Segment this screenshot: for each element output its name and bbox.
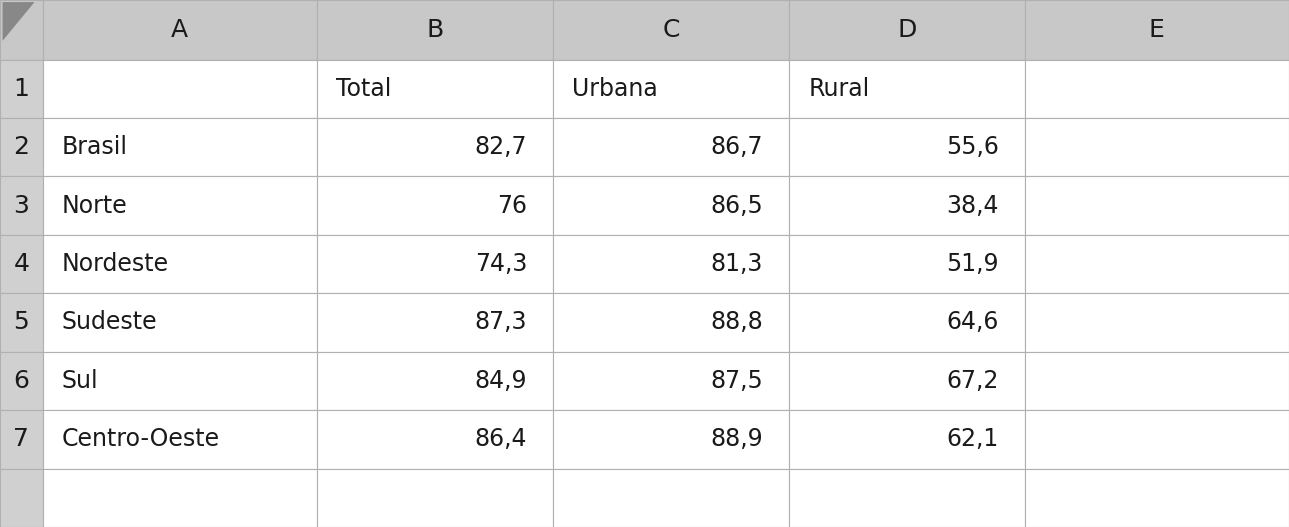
Bar <box>789 410 1025 469</box>
Bar <box>0 177 43 235</box>
Bar <box>553 118 789 177</box>
Text: 38,4: 38,4 <box>946 193 999 218</box>
Text: B: B <box>427 18 443 42</box>
Text: Nordeste: Nordeste <box>62 252 169 276</box>
Bar <box>553 352 789 410</box>
Bar <box>1025 177 1289 235</box>
Text: 3: 3 <box>13 193 30 218</box>
Bar <box>789 235 1025 294</box>
Text: A: A <box>171 18 188 42</box>
Text: 4: 4 <box>13 252 30 276</box>
Bar <box>789 469 1025 527</box>
Bar <box>553 177 789 235</box>
Text: 84,9: 84,9 <box>474 369 527 393</box>
Text: 82,7: 82,7 <box>474 135 527 159</box>
Bar <box>1025 294 1289 352</box>
Text: 81,3: 81,3 <box>710 252 763 276</box>
Bar <box>0 352 43 410</box>
Bar <box>553 0 789 60</box>
Bar <box>43 469 317 527</box>
Bar <box>553 410 789 469</box>
Bar <box>1025 60 1289 118</box>
Text: 55,6: 55,6 <box>946 135 999 159</box>
Text: 6: 6 <box>13 369 30 393</box>
Text: Centro-Oeste: Centro-Oeste <box>62 427 220 451</box>
Bar <box>317 60 553 118</box>
Bar <box>789 352 1025 410</box>
Bar <box>317 410 553 469</box>
Bar <box>1025 0 1289 60</box>
Bar <box>789 118 1025 177</box>
Text: Rural: Rural <box>808 77 870 101</box>
Text: 86,4: 86,4 <box>474 427 527 451</box>
Bar <box>43 352 317 410</box>
Bar <box>1025 118 1289 177</box>
Bar <box>789 0 1025 60</box>
Bar <box>0 410 43 469</box>
Bar <box>317 118 553 177</box>
Bar <box>317 0 553 60</box>
Bar <box>43 118 317 177</box>
Text: 67,2: 67,2 <box>946 369 999 393</box>
Bar <box>0 0 43 60</box>
Bar <box>43 294 317 352</box>
Bar <box>317 177 553 235</box>
Bar <box>789 60 1025 118</box>
Bar <box>43 60 317 118</box>
Bar <box>553 60 789 118</box>
Bar <box>1025 352 1289 410</box>
Bar <box>1025 410 1289 469</box>
Bar <box>553 294 789 352</box>
Text: 86,7: 86,7 <box>710 135 763 159</box>
Polygon shape <box>3 2 35 41</box>
Text: 2: 2 <box>13 135 30 159</box>
Text: 87,3: 87,3 <box>474 310 527 335</box>
Text: 1: 1 <box>13 77 30 101</box>
Text: 88,9: 88,9 <box>710 427 763 451</box>
Text: E: E <box>1148 18 1165 42</box>
Bar <box>1025 235 1289 294</box>
Bar <box>317 469 553 527</box>
Bar <box>553 235 789 294</box>
Bar <box>0 118 43 177</box>
Text: 87,5: 87,5 <box>710 369 763 393</box>
Text: C: C <box>663 18 679 42</box>
Bar <box>43 235 317 294</box>
Text: 86,5: 86,5 <box>710 193 763 218</box>
Text: Brasil: Brasil <box>62 135 128 159</box>
Bar <box>0 294 43 352</box>
Bar <box>43 177 317 235</box>
Text: 5: 5 <box>13 310 30 335</box>
Text: D: D <box>897 18 916 42</box>
Bar <box>789 177 1025 235</box>
Bar <box>317 294 553 352</box>
Bar <box>317 235 553 294</box>
Text: Sul: Sul <box>62 369 98 393</box>
Bar <box>553 469 789 527</box>
Text: 88,8: 88,8 <box>710 310 763 335</box>
Bar <box>0 235 43 294</box>
Text: 7: 7 <box>13 427 30 451</box>
Text: 76: 76 <box>498 193 527 218</box>
Text: 51,9: 51,9 <box>946 252 999 276</box>
Bar <box>43 0 317 60</box>
Text: Total: Total <box>336 77 392 101</box>
Bar <box>317 352 553 410</box>
Text: 64,6: 64,6 <box>946 310 999 335</box>
Bar <box>0 469 43 527</box>
Bar <box>789 294 1025 352</box>
Text: 62,1: 62,1 <box>946 427 999 451</box>
Bar <box>1025 469 1289 527</box>
Text: 74,3: 74,3 <box>474 252 527 276</box>
Bar <box>0 60 43 118</box>
Text: Urbana: Urbana <box>572 77 659 101</box>
Text: Norte: Norte <box>62 193 128 218</box>
Bar <box>43 410 317 469</box>
Text: Sudeste: Sudeste <box>62 310 157 335</box>
